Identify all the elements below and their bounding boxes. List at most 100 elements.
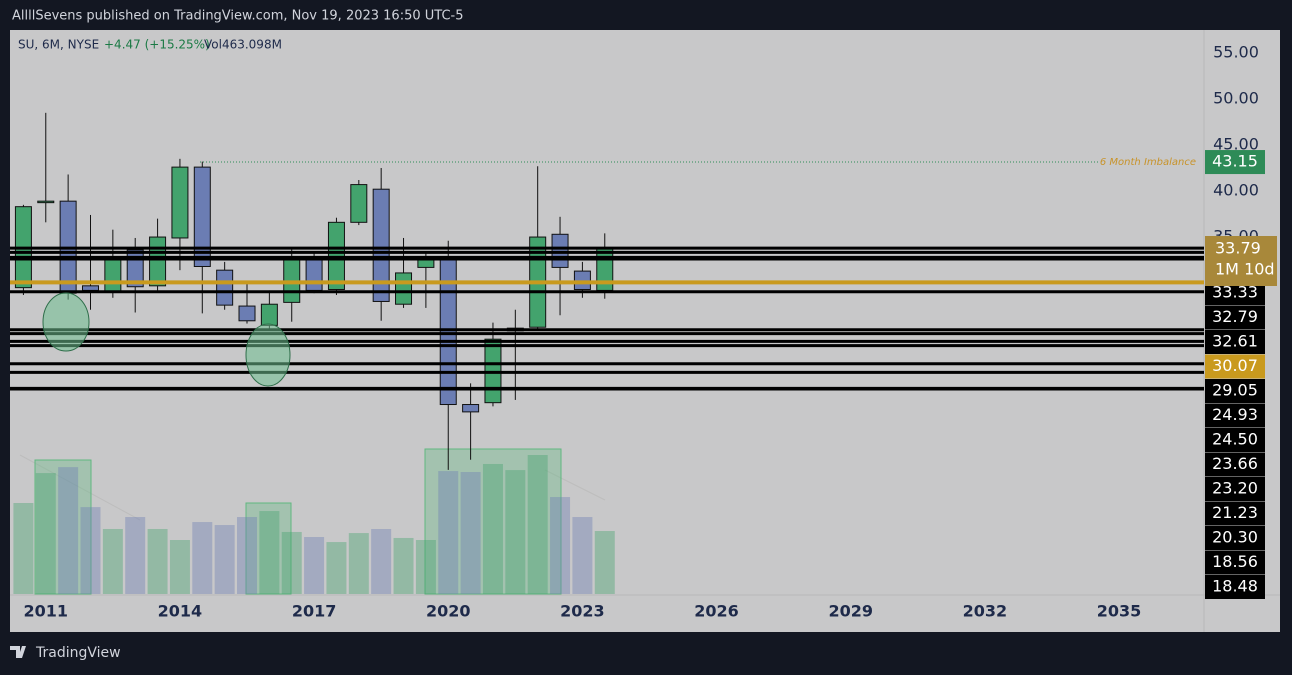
x-tick-label: 2032 [963, 602, 1008, 621]
trend-line [544, 469, 606, 501]
volume-bar [326, 542, 347, 594]
candle-body [149, 236, 167, 287]
volume-bar [304, 537, 325, 594]
level-label-bg [1205, 354, 1265, 379]
highlight-ellipse [245, 323, 291, 387]
candle-body [395, 272, 413, 305]
volume-bar [594, 531, 615, 594]
candle-body [462, 404, 480, 413]
level-label: 32.79 [1212, 307, 1258, 326]
highlight-box [34, 459, 92, 595]
trend-line [19, 454, 141, 521]
logo [10, 646, 26, 658]
volume-bar [348, 533, 369, 594]
level-label: 24.50 [1212, 430, 1258, 449]
x-tick-label: 2020 [426, 602, 471, 621]
candle-body [350, 184, 368, 223]
volume-bar [572, 517, 593, 594]
volume-bar [80, 507, 101, 594]
imbalance-label: 43.15 [1212, 152, 1258, 171]
volume-bar [192, 522, 213, 594]
volume-bar [550, 497, 571, 594]
volume-bar [281, 531, 302, 594]
y-tick-label: 40.00 [1213, 181, 1259, 200]
candle-body [104, 257, 122, 293]
level-label: 24.93 [1212, 405, 1258, 424]
x-tick-label: 2014 [158, 602, 203, 621]
candle-body [372, 188, 390, 302]
volume-bar [415, 540, 436, 594]
volume-bar [482, 463, 503, 594]
volume-bar [35, 473, 56, 594]
level-label: 20.30 [1212, 528, 1258, 547]
candle-body [171, 166, 189, 239]
volume-bar [125, 517, 146, 594]
x-tick-label: 2011 [24, 602, 69, 621]
volume-bar [371, 528, 392, 594]
level-label: 23.66 [1212, 454, 1258, 473]
volume-bar [13, 503, 34, 594]
highlight-box [424, 448, 562, 595]
brand: TradingView [35, 645, 121, 661]
candle-body [260, 303, 278, 326]
candle-body [551, 233, 569, 268]
volume-bar [505, 470, 526, 594]
x-tick-label: 2029 [828, 602, 873, 621]
level-label-bg [1205, 305, 1265, 330]
level-label-bg [1205, 452, 1265, 477]
volume-bar [214, 525, 235, 594]
level-label-bg [1205, 428, 1265, 452]
current-price-bg [1205, 236, 1277, 286]
level-label-bg [1205, 501, 1265, 526]
level-label: 18.48 [1212, 577, 1258, 596]
level-label: 18.56 [1212, 552, 1258, 571]
volume-label: Vol463.098M [204, 38, 282, 52]
x-tick-label: 2035 [1097, 602, 1142, 621]
candle-body [216, 269, 234, 306]
volume-bar [527, 455, 548, 594]
level-label-bg [1205, 575, 1265, 599]
level-label: 33.33 [1212, 283, 1258, 302]
level-label-bg [1205, 550, 1265, 575]
symbol: SU, 6M, NYSE [18, 38, 99, 52]
level-label: 23.20 [1212, 479, 1258, 498]
annotations [42, 292, 291, 387]
level-label-bg [1205, 379, 1265, 403]
level-label: 32.61 [1212, 332, 1258, 351]
candle-body [439, 257, 457, 406]
plot: 6 Month Imbalance [10, 112, 1204, 594]
candle-body [573, 270, 591, 290]
level-label-bg [1205, 526, 1265, 550]
volume-bar [237, 517, 258, 594]
level-label-bg [1205, 330, 1265, 354]
countdown-label: 1M 10d [1215, 260, 1275, 279]
y-tick-label: 45.00 [1213, 135, 1259, 154]
volume-bar [393, 537, 414, 594]
change: +4.47 (+15.25%) [104, 38, 210, 52]
footer [0, 632, 1292, 671]
level-label: 21.23 [1212, 503, 1258, 522]
price-axis: 20112014201720202023202620292032203535.0… [24, 43, 1277, 621]
volume-bar [102, 528, 123, 594]
volume-bar [169, 540, 190, 594]
candle-body [193, 166, 211, 267]
publisher: AllllSevens published on TradingView.com… [12, 9, 463, 24]
volume-bar [438, 471, 459, 594]
candle-body [37, 200, 55, 204]
level-label-bg [1205, 477, 1265, 501]
x-tick-label: 2017 [292, 602, 337, 621]
imbalance-text: 6 Month Imbalance [1100, 157, 1196, 168]
volume-bar [460, 472, 481, 594]
candle-body [81, 285, 99, 291]
x-tick-label: 2023 [560, 602, 605, 621]
candle-body [305, 258, 323, 291]
candle-body [238, 305, 256, 322]
volume-bar [259, 511, 280, 594]
volume-bar [147, 528, 168, 594]
highlight-box [245, 502, 292, 595]
y-tick-label: 55.00 [1213, 43, 1259, 62]
drawings [19, 448, 606, 595]
level-label: 29.05 [1212, 381, 1258, 400]
volume-bar [58, 467, 79, 594]
